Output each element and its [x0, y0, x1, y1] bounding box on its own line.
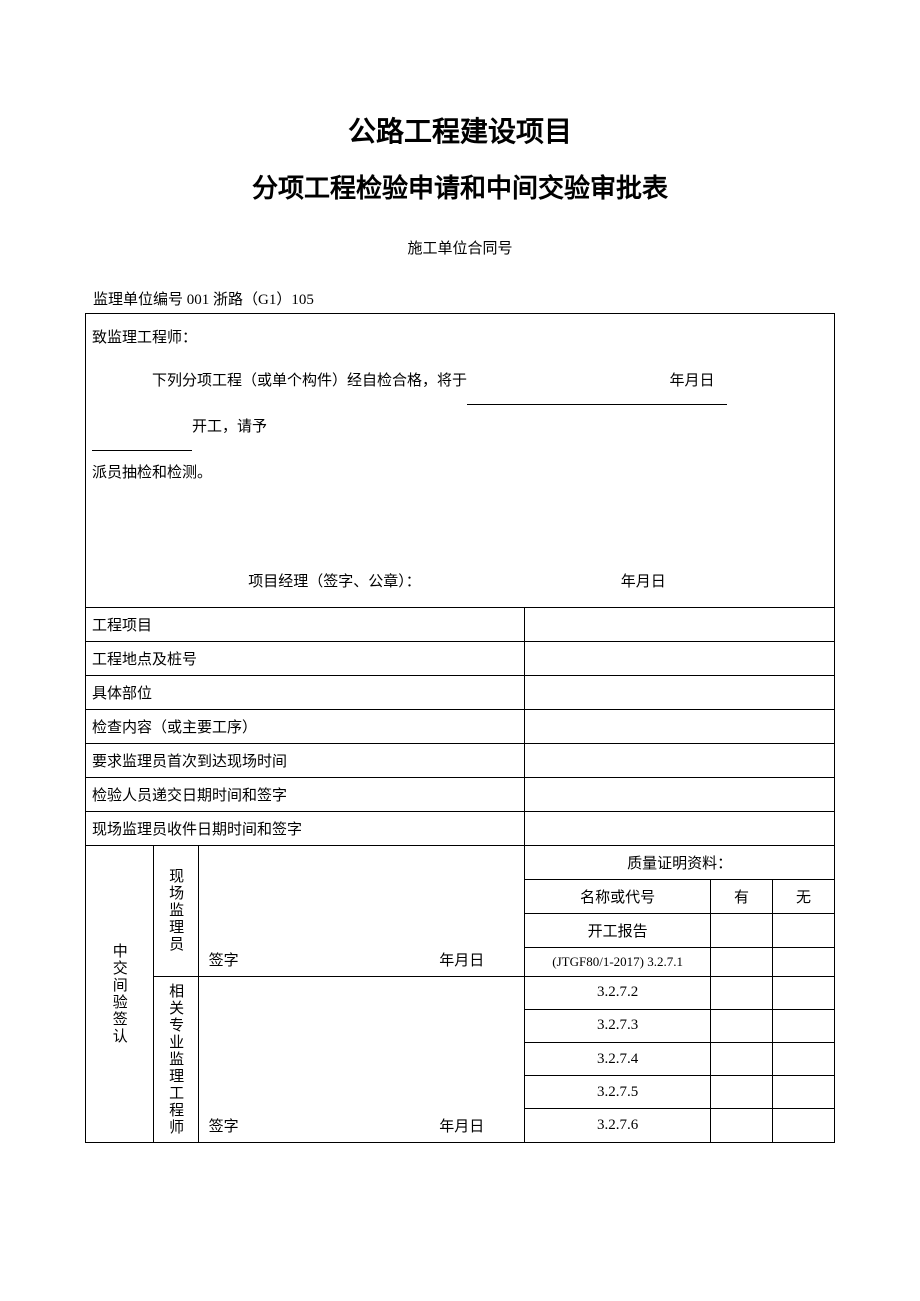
material-item-1-no[interactable] [773, 948, 835, 977]
role1-sign-area[interactable]: 签字 年月日 [198, 846, 525, 977]
row-supervisor-sign-value[interactable] [525, 812, 835, 846]
material-item-0-yes[interactable] [711, 914, 773, 948]
reference-line: 监理单位编号 001 浙路（G1）105 [85, 288, 835, 309]
contract-number-label: 施工单位合同号 [85, 237, 835, 258]
role2-date-label: 年月日 [439, 1115, 484, 1136]
material-item-3-yes[interactable] [711, 1009, 773, 1042]
title-line-2: 分项工程检验申请和中间交验审批表 [85, 168, 835, 205]
row-location-value[interactable] [525, 642, 835, 676]
role2-sign-area[interactable]: 签字 年月日 [198, 976, 525, 1142]
row-location-label: 工程地点及桩号 [86, 642, 525, 676]
main-form-table: 致监理工程师： 下列分项工程（或单个构件）经自检合格，将于 年月日 开工，请予 … [85, 313, 835, 1143]
materials-header: 质量证明资料： [525, 846, 835, 880]
material-item-2-no[interactable] [773, 976, 835, 1009]
role2-sig-label: 签字 [209, 1115, 239, 1136]
role2-label-text: 相关专业监理工程师 [165, 983, 186, 1136]
role2-label: 相关专业监理工程师 [153, 976, 198, 1142]
row-part-value[interactable] [525, 676, 835, 710]
material-item-1-yes[interactable] [711, 948, 773, 977]
memo-greeting: 致监理工程师： [92, 322, 822, 355]
approval-section-label-text: 中交间验签认 [109, 943, 130, 1045]
ref-value: 001 浙路（G1）105 [187, 292, 314, 308]
material-item-5: 3.2.7.5 [525, 1076, 711, 1109]
material-item-4-no[interactable] [773, 1042, 835, 1075]
materials-col-no: 无 [773, 880, 835, 914]
material-item-5-yes[interactable] [711, 1076, 773, 1109]
material-item-1: (JTGF80/1-2017) 3.2.7.1 [525, 948, 711, 977]
blank-date[interactable]: 年月日 [597, 359, 727, 405]
material-item-4-yes[interactable] [711, 1042, 773, 1075]
form-page: 公路工程建设项目 分项工程检验申请和中间交验审批表 施工单位合同号 监理单位编号… [0, 0, 920, 1203]
role1-date-label: 年月日 [439, 949, 484, 970]
role1-label: 现场监理员 [153, 846, 198, 977]
memo-body-post: 开工，请予 [192, 419, 267, 435]
title-line-1: 公路工程建设项目 [85, 110, 835, 150]
material-item-6: 3.2.7.6 [525, 1109, 711, 1142]
material-item-2-yes[interactable] [711, 976, 773, 1009]
materials-col-name: 名称或代号 [525, 880, 711, 914]
row-supervisor-sign-label: 现场监理员收件日期时间和签字 [86, 812, 525, 846]
row-content-label: 检查内容（或主要工序） [86, 710, 525, 744]
material-item-6-yes[interactable] [711, 1109, 773, 1142]
row-inspector-sign-value[interactable] [525, 778, 835, 812]
material-item-0-no[interactable] [773, 914, 835, 948]
row-project-value[interactable] [525, 608, 835, 642]
row-first-arrival-value[interactable] [525, 744, 835, 778]
material-item-4: 3.2.7.4 [525, 1042, 711, 1075]
material-item-6-no[interactable] [773, 1109, 835, 1142]
memo-date-label: 年月日 [621, 566, 666, 599]
material-item-3: 3.2.7.3 [525, 1009, 711, 1042]
row-first-arrival-label: 要求监理员首次到达现场时间 [86, 744, 525, 778]
material-item-0: 开工报告 [525, 914, 711, 948]
memo-body: 下列分项工程（或单个构件）经自检合格，将于 年月日 开工，请予 [92, 359, 822, 451]
memo-cell: 致监理工程师： 下列分项工程（或单个构件）经自检合格，将于 年月日 开工，请予 … [86, 314, 835, 608]
role1-label-text: 现场监理员 [165, 868, 186, 953]
material-item-3-no[interactable] [773, 1009, 835, 1042]
material-item-2: 3.2.7.2 [525, 976, 711, 1009]
row-project-label: 工程项目 [86, 608, 525, 642]
materials-col-yes: 有 [711, 880, 773, 914]
approval-section-label: 中交间验签认 [86, 846, 154, 1143]
role1-sig-label: 签字 [209, 949, 239, 970]
blank-2[interactable] [92, 405, 192, 451]
memo-signature-row: 项目经理（签字、公章）： 年月日 [92, 566, 822, 599]
memo-body-tail: 派员抽检和检测。 [92, 451, 822, 496]
blank-1[interactable] [467, 359, 597, 405]
row-content-value[interactable] [525, 710, 835, 744]
material-item-5-no[interactable] [773, 1076, 835, 1109]
row-inspector-sign-label: 检验人员递交日期时间和签字 [86, 778, 525, 812]
memo-body-pre: 下列分项工程（或单个构件）经自检合格，将于 [152, 373, 467, 389]
row-part-label: 具体部位 [86, 676, 525, 710]
ref-prefix: 监理单位编号 [93, 292, 183, 308]
pm-sign-label: 项目经理（签字、公章）： [248, 566, 421, 599]
